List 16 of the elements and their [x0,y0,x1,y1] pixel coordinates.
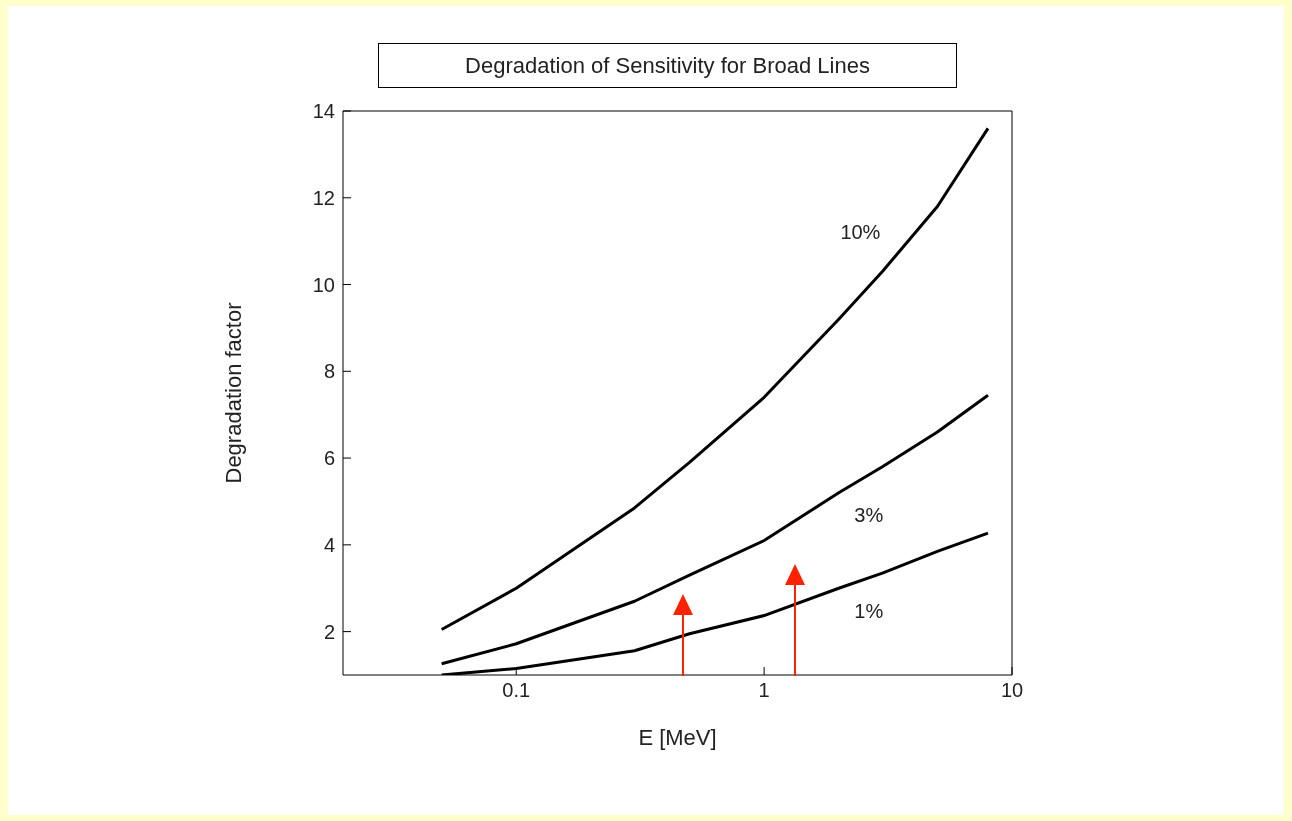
y-tick-label: 4 [323,533,335,556]
y-tick-label: 8 [323,360,335,383]
x-tick-label: 0.1 [502,679,531,702]
y-tick-label: 10 [312,273,335,296]
x-tick-label: 10 [1000,679,1024,702]
chart-title: Degradation of Sensitivity for Broad Lines [378,43,957,88]
y-tick-label: 12 [312,186,335,209]
x-tick-label: 1 [758,679,770,702]
x-axis-title: E [MeV] [638,725,717,750]
series-label: 1% [854,599,884,622]
y-tick-label: 2 [323,620,335,643]
y-tick-label: 14 [312,100,335,123]
y-axis-title: Degradation factor [220,302,246,484]
series-label: 3% [854,504,884,527]
y-tick-label: 6 [323,447,335,470]
series-label: 10% [840,220,881,243]
